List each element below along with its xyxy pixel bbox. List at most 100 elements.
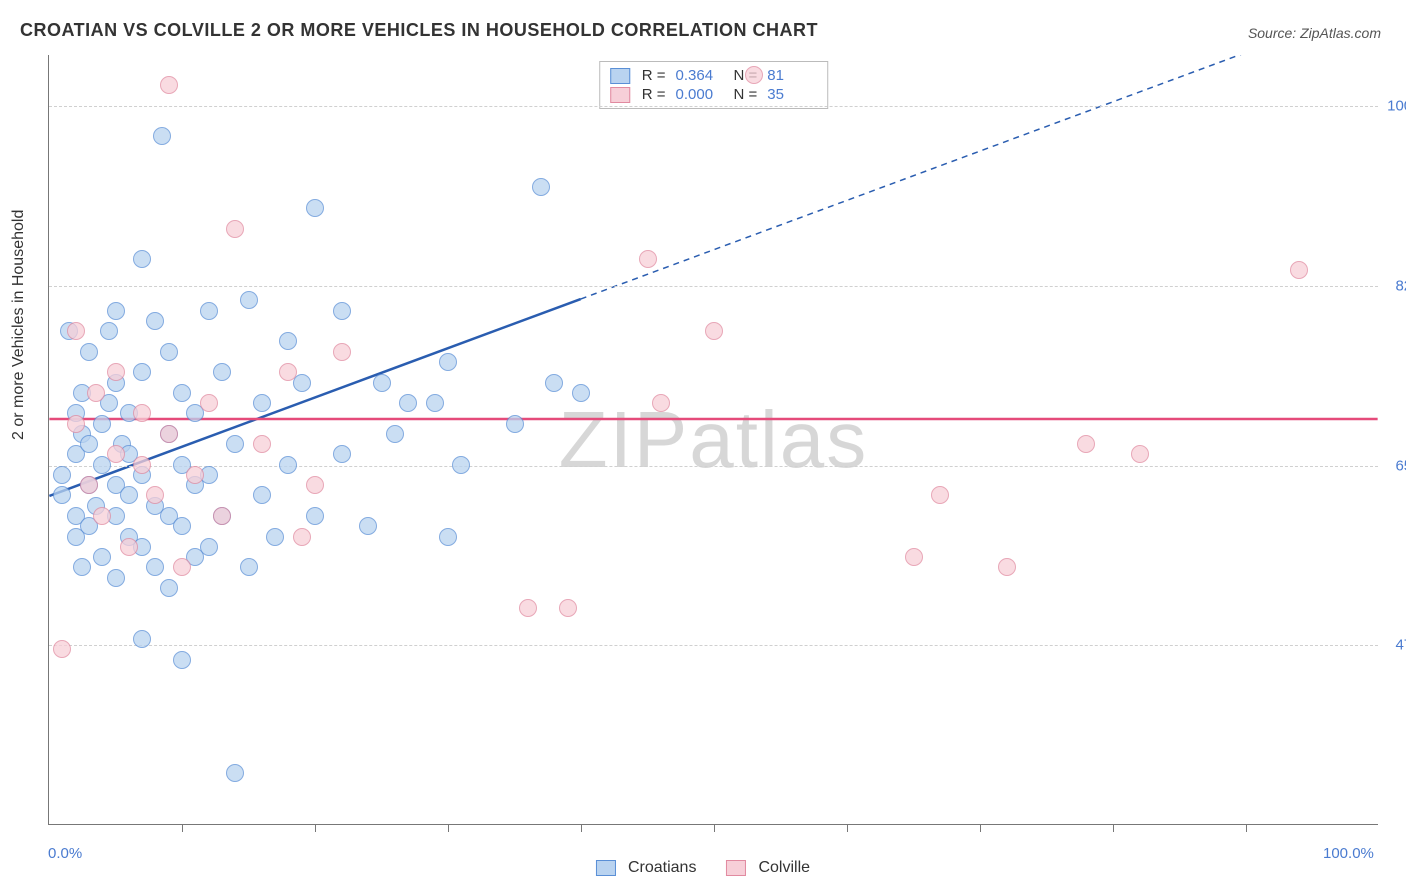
data-point [745,66,763,84]
n-value: 81 [767,67,817,84]
data-point [572,384,590,402]
data-point [559,599,577,617]
data-point [306,507,324,525]
data-point [107,569,125,587]
gridline [49,286,1378,287]
r-value: 0.364 [676,67,726,84]
data-point [200,302,218,320]
data-point [80,343,98,361]
data-point [146,312,164,330]
data-point [545,374,563,392]
data-point [279,456,297,474]
data-point [93,507,111,525]
data-point [107,363,125,381]
data-point [506,415,524,433]
data-point [705,322,723,340]
data-point [133,630,151,648]
data-point [133,363,151,381]
x-tick [182,824,183,832]
data-point [213,507,231,525]
trend-lines [49,55,1378,824]
data-point [160,579,178,597]
y-tick-label: 65.0% [1395,457,1406,474]
data-point [133,250,151,268]
x-tick [1113,824,1114,832]
data-point [998,558,1016,576]
r-label: R = [642,67,666,84]
data-point [905,548,923,566]
data-point [266,528,284,546]
data-point [120,538,138,556]
data-point [373,374,391,392]
data-point [200,394,218,412]
x-tick [448,824,449,832]
data-point [452,456,470,474]
data-point [333,302,351,320]
data-point [146,486,164,504]
y-tick-label: 82.5% [1395,278,1406,295]
data-point [293,528,311,546]
legend-item: Colville [726,859,810,877]
data-point [333,445,351,463]
r-label: R = [642,86,666,103]
watermark-part1: ZIP [559,395,689,484]
data-point [253,486,271,504]
data-point [160,76,178,94]
legend-item: Croatians [596,859,696,877]
x-tick [581,824,582,832]
data-point [133,404,151,422]
x-axis-label: 100.0% [1323,845,1374,862]
data-point [359,517,377,535]
data-point [67,322,85,340]
legend-swatch [610,68,630,84]
data-point [279,363,297,381]
data-point [53,466,71,484]
legend-swatch [596,860,616,876]
y-tick-label: 100.0% [1387,98,1406,115]
data-point [173,517,191,535]
data-point [519,599,537,617]
data-point [160,425,178,443]
data-point [186,466,204,484]
data-point [173,384,191,402]
data-point [279,332,297,350]
data-point [100,322,118,340]
data-point [93,415,111,433]
data-point [226,764,244,782]
x-tick [714,824,715,832]
data-point [1131,445,1149,463]
legend-label: Croatians [628,859,696,877]
legend-label: Colville [758,859,810,877]
y-tick-label: 47.5% [1395,637,1406,654]
data-point [639,250,657,268]
x-tick [1246,824,1247,832]
r-value: 0.000 [676,86,726,103]
gridline [49,466,1378,467]
data-point [306,199,324,217]
data-point [67,415,85,433]
data-point [80,435,98,453]
data-point [80,476,98,494]
data-point [1077,435,1095,453]
data-point [160,343,178,361]
x-tick [980,824,981,832]
data-point [306,476,324,494]
source-label: Source: ZipAtlas.com [1248,25,1381,41]
data-point [253,435,271,453]
legend-series: Croatians Colville [596,859,810,877]
x-tick [315,824,316,832]
x-axis-label: 0.0% [48,845,82,862]
data-point [107,302,125,320]
data-point [386,425,404,443]
data-point [146,558,164,576]
y-axis-title: 2 or more Vehicles in Household [10,210,28,440]
data-point [931,486,949,504]
data-point [240,558,258,576]
legend-swatch [610,87,630,103]
data-point [200,538,218,556]
data-point [107,445,125,463]
legend-swatch [726,860,746,876]
watermark: ZIPatlas [559,394,868,486]
x-tick [847,824,848,832]
legend-stat-row: R =0.000N =35 [610,85,818,104]
